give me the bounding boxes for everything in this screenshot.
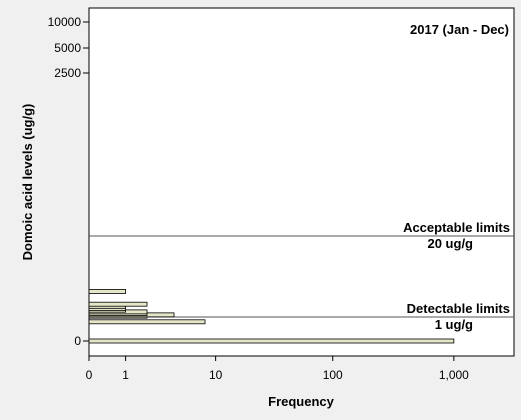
bar [88, 289, 127, 294]
y-tick-label: 10000 [48, 15, 82, 29]
x-tick-label: 100 [323, 368, 343, 382]
x-tick-label: 1 [122, 368, 129, 382]
chart-title: 2017 (Jan - Dec) [410, 22, 509, 37]
x-tick-label: 10 [209, 368, 223, 382]
reference-line-sublabel: 20 ug/g [427, 236, 473, 251]
reference-line-sublabel: 1 ug/g [435, 317, 473, 332]
x-axis-label: Frequency [268, 394, 335, 409]
y-tick-label: 0 [74, 334, 81, 348]
bar [88, 319, 206, 325]
x-tick-label: 1,000 [439, 368, 469, 382]
y-tick-label: 2500 [54, 66, 81, 80]
x-tick-label: 0 [86, 368, 93, 382]
reference-line-label: Acceptable limits [403, 220, 510, 235]
y-tick-label: 5000 [54, 41, 81, 55]
axes: 0 1 10 100 1,000 10000 5000 2500 0 [48, 15, 470, 382]
y-axis-label: Domoic acid levels (ug/g) [20, 104, 35, 261]
reference-line-label: Detectable limits [407, 301, 510, 316]
bar [88, 338, 455, 344]
bar [88, 301, 148, 307]
plot-area [88, 7, 515, 357]
